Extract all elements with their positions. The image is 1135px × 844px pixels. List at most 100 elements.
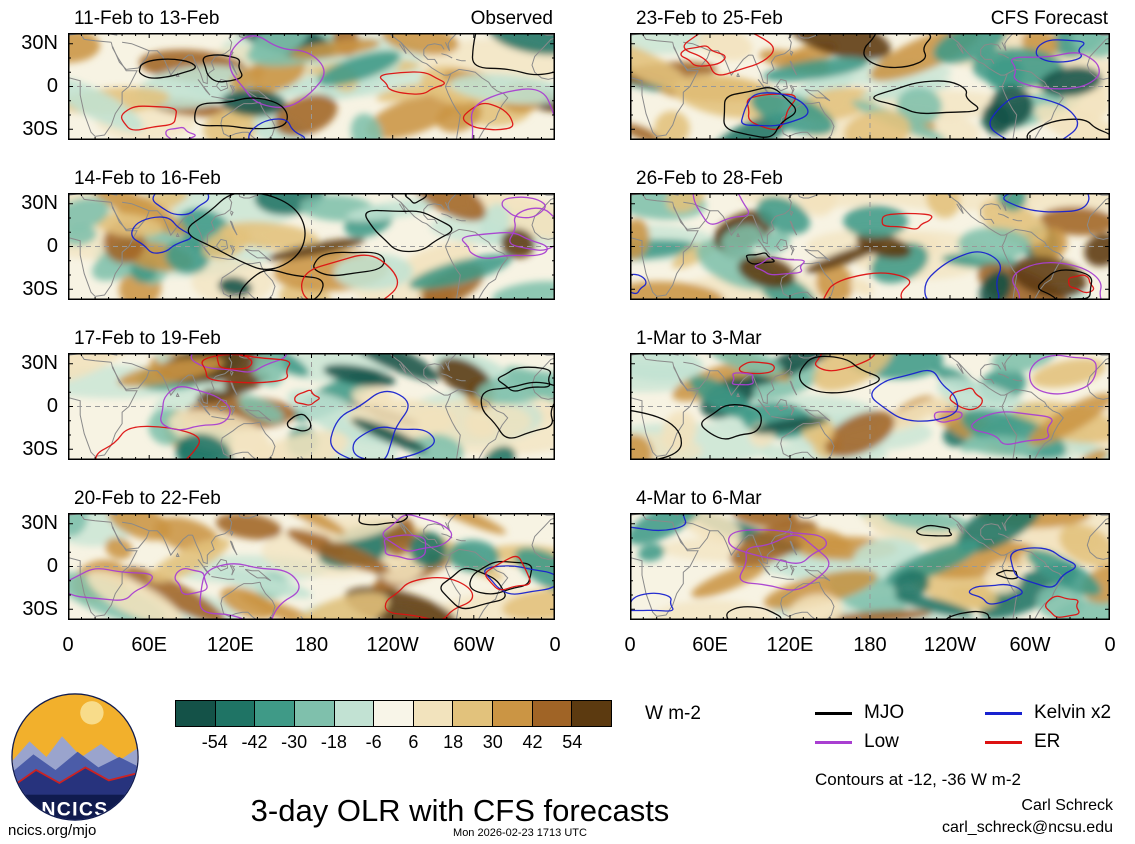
legend-label-er: ER (1034, 731, 1061, 752)
y-tick-label: 0 (46, 555, 58, 577)
colorbar-cell (413, 701, 454, 726)
y-tick-label: 0 (46, 235, 58, 257)
map-panel-canvas (630, 513, 1110, 620)
mjo-line-swatch (815, 711, 852, 715)
y-tick-label: 30S (22, 437, 58, 460)
y-tick-label: 30S (22, 597, 58, 620)
panel-title-row: 17-Feb to 19-Feb (68, 327, 555, 351)
x-tick-label: 0 (549, 634, 561, 656)
ncics-logo-graphic: NCICS (11, 693, 139, 821)
colorbar-cell (374, 701, 414, 726)
map-panel-canvas (630, 193, 1110, 300)
x-tick-label: 0 (1104, 634, 1116, 656)
panel-title-row: 4-Mar to 6-Mar (630, 487, 1110, 511)
colorbar-tick-label: 30 (482, 732, 503, 752)
panel-title: 4-Mar to 6-Mar (636, 488, 762, 509)
map-panel (630, 513, 1110, 620)
x-tick-label: 120E (206, 634, 254, 656)
map-panel-canvas (68, 353, 555, 460)
credit-name: Carl Schreck (1021, 797, 1113, 814)
map-panel-canvas (68, 33, 555, 140)
y-tick-label: 30N (21, 192, 58, 215)
legend-label-low: Low (864, 731, 899, 752)
x-tick-label: 120W (366, 634, 419, 656)
colorbar-tick-label: 6 (408, 732, 419, 752)
panel-title-row: 11-Feb to 13-Feb Observed (68, 7, 555, 31)
colorbar-tick-label: 18 (443, 732, 464, 752)
y-tick-label: 30N (21, 32, 58, 55)
x-tick-label: 0 (624, 634, 636, 656)
colorbar-tick-label: -18 (320, 732, 347, 752)
er-line-swatch (985, 740, 1022, 744)
colorbar (175, 700, 612, 727)
map-panel-canvas (68, 193, 555, 300)
colorbar-tick-label: 42 (522, 732, 543, 752)
panel-title-row: 20-Feb to 22-Feb (68, 487, 555, 511)
colorbar-tick-labels: -54 -42 -30 -18 -6 6 18 30 42 54 (175, 732, 612, 754)
panel-title-row: 14-Feb to 16-Feb (68, 167, 555, 191)
y-tick-label: 0 (46, 395, 58, 417)
colorbar-cell (294, 701, 335, 726)
x-tick-label: 60E (131, 634, 167, 656)
colorbar-cell (572, 701, 612, 726)
colorbar-tick-label: -54 (201, 732, 228, 752)
contour-levels-note: Contours at -12, -36 W m-2 (815, 770, 1021, 789)
map-panel (68, 513, 555, 620)
map-panel (68, 353, 555, 460)
generation-timestamp: Mon 2026-02-23 1713 UTC (453, 827, 587, 839)
kelvin-line-swatch (985, 711, 1022, 715)
legend-item-kelvin: Kelvin x2 (985, 702, 1111, 724)
map-panel-canvas (68, 513, 555, 620)
colorbar-tick-label: -6 (365, 732, 382, 752)
x-tick-label: 60W (453, 634, 495, 656)
panel-title-row: 23-Feb to 25-Feb CFS Forecast (630, 7, 1110, 31)
legend-item-low: Low (815, 731, 899, 753)
panel-title: 14-Feb to 16-Feb (74, 168, 221, 189)
credit-email: carl_schreck@ncsu.edu (942, 819, 1113, 836)
legend-label-kelvin: Kelvin x2 (1034, 702, 1112, 723)
map-panel (630, 353, 1110, 460)
y-tick-label: 30S (22, 277, 58, 300)
x-tick-label: 60E (692, 634, 728, 656)
colorbar-cell (493, 701, 533, 726)
x-tick-label: 0 (62, 634, 74, 656)
colorbar-cell (334, 701, 375, 726)
map-panel (68, 33, 555, 140)
colorbar-cell (532, 701, 573, 726)
map-panel (68, 193, 555, 300)
x-tick-label: 60W (1009, 634, 1051, 656)
ncics-logo-text: NCICS (41, 799, 108, 821)
x-tick-label: 180 (853, 634, 887, 656)
panel-title-row: 1-Mar to 3-Mar (630, 327, 1110, 351)
y-tick-label: 30N (21, 352, 58, 375)
column-header-observed: Observed (470, 8, 553, 29)
site-url: ncics.org/mjo (8, 822, 97, 839)
ncics-logo: NCICS (10, 692, 140, 822)
low-line-swatch (815, 740, 852, 744)
y-tick-label: 30S (22, 117, 58, 140)
panel-title: 1-Mar to 3-Mar (636, 328, 762, 349)
legend-label-mjo: MJO (864, 702, 905, 723)
colorbar-cell (215, 701, 256, 726)
panel-title: 26-Feb to 28-Feb (636, 168, 783, 189)
figure-title: 3-day OLR with CFS forecasts (250, 793, 670, 828)
colorbar-cell (453, 701, 494, 726)
x-tick-label: 180 (294, 634, 329, 656)
x-tick-label: 120W (923, 634, 977, 656)
panel-title-row: 26-Feb to 28-Feb (630, 167, 1110, 191)
y-tick-label: 30N (21, 512, 58, 535)
panel-title: 17-Feb to 19-Feb (74, 328, 221, 349)
map-panel-canvas (630, 33, 1110, 140)
colorbar-cell (255, 701, 295, 726)
panel-title: 20-Feb to 22-Feb (74, 488, 221, 509)
column-header-forecast: CFS Forecast (990, 8, 1108, 29)
colorbar-cell (176, 701, 216, 726)
y-tick-label: 0 (46, 75, 58, 97)
map-panel (630, 193, 1110, 300)
colorbar-tick-label: -42 (241, 732, 268, 752)
map-panel (630, 33, 1110, 140)
map-panel-canvas (630, 353, 1110, 460)
x-tick-label: 120E (766, 634, 814, 656)
colorbar-tick-label: 54 (562, 732, 583, 752)
